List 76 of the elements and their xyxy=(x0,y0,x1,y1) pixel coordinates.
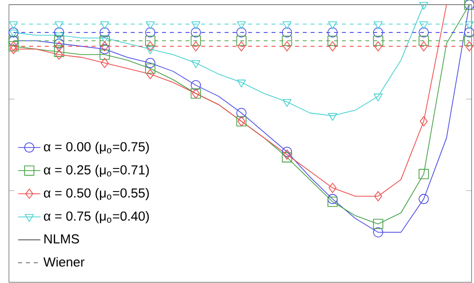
point xyxy=(145,36,156,46)
point xyxy=(236,36,246,46)
point xyxy=(373,219,384,230)
point xyxy=(419,22,428,30)
point xyxy=(191,60,200,68)
point xyxy=(420,116,428,127)
point xyxy=(327,196,338,208)
point xyxy=(464,22,474,30)
point xyxy=(146,41,154,52)
point xyxy=(373,36,384,46)
point xyxy=(100,44,110,54)
point xyxy=(54,32,64,41)
point xyxy=(328,22,338,30)
point xyxy=(55,50,63,60)
point xyxy=(374,94,383,102)
point xyxy=(100,41,109,52)
legend-label: Wiener xyxy=(43,257,84,267)
point xyxy=(54,47,64,58)
point xyxy=(282,146,292,158)
point xyxy=(283,41,291,52)
point xyxy=(191,22,200,30)
point xyxy=(328,113,338,122)
point xyxy=(420,41,428,52)
point xyxy=(146,46,155,54)
point xyxy=(418,169,429,180)
point xyxy=(100,22,110,30)
point xyxy=(238,41,246,52)
point xyxy=(418,28,429,38)
point xyxy=(328,183,336,194)
point xyxy=(54,22,64,30)
point xyxy=(282,28,292,38)
legend-label: α = 0.75 (μ$_{o}$=0.40) xyxy=(44,211,149,224)
point xyxy=(373,227,384,238)
point xyxy=(282,22,292,30)
point xyxy=(145,58,156,68)
point xyxy=(100,50,110,60)
point xyxy=(236,80,246,88)
point xyxy=(9,22,18,30)
point xyxy=(374,41,382,52)
point xyxy=(464,28,474,38)
point xyxy=(190,80,201,91)
point xyxy=(282,36,292,46)
point xyxy=(55,41,63,52)
point xyxy=(146,22,155,30)
point xyxy=(282,152,292,163)
point xyxy=(236,108,246,118)
point xyxy=(418,36,429,46)
point xyxy=(192,41,200,52)
point xyxy=(145,28,156,38)
point xyxy=(283,150,291,160)
point xyxy=(373,28,384,38)
legend-label: α = 0.00 (μ$_{o}$=0.75) xyxy=(44,142,149,154)
point xyxy=(374,191,382,202)
point xyxy=(54,36,64,46)
point xyxy=(374,22,383,30)
point xyxy=(236,22,246,30)
point xyxy=(327,28,338,38)
point xyxy=(190,28,201,38)
point xyxy=(328,41,336,52)
point xyxy=(465,41,474,52)
point xyxy=(236,28,246,38)
legend-label: α = 0.25 (μ$_{o}$=0.71) xyxy=(44,165,149,178)
point xyxy=(146,69,154,80)
point xyxy=(100,36,110,46)
legend-label: NLMS xyxy=(44,234,79,244)
point xyxy=(418,194,429,204)
point xyxy=(327,36,338,46)
point xyxy=(10,44,18,54)
legend-label: α = 0.50 (μ$_{o}$=0.55) xyxy=(44,188,149,200)
point xyxy=(282,99,292,108)
point xyxy=(145,64,156,74)
point xyxy=(100,28,110,38)
point xyxy=(190,36,201,46)
point xyxy=(419,2,428,10)
point xyxy=(100,58,109,68)
point xyxy=(54,28,64,38)
